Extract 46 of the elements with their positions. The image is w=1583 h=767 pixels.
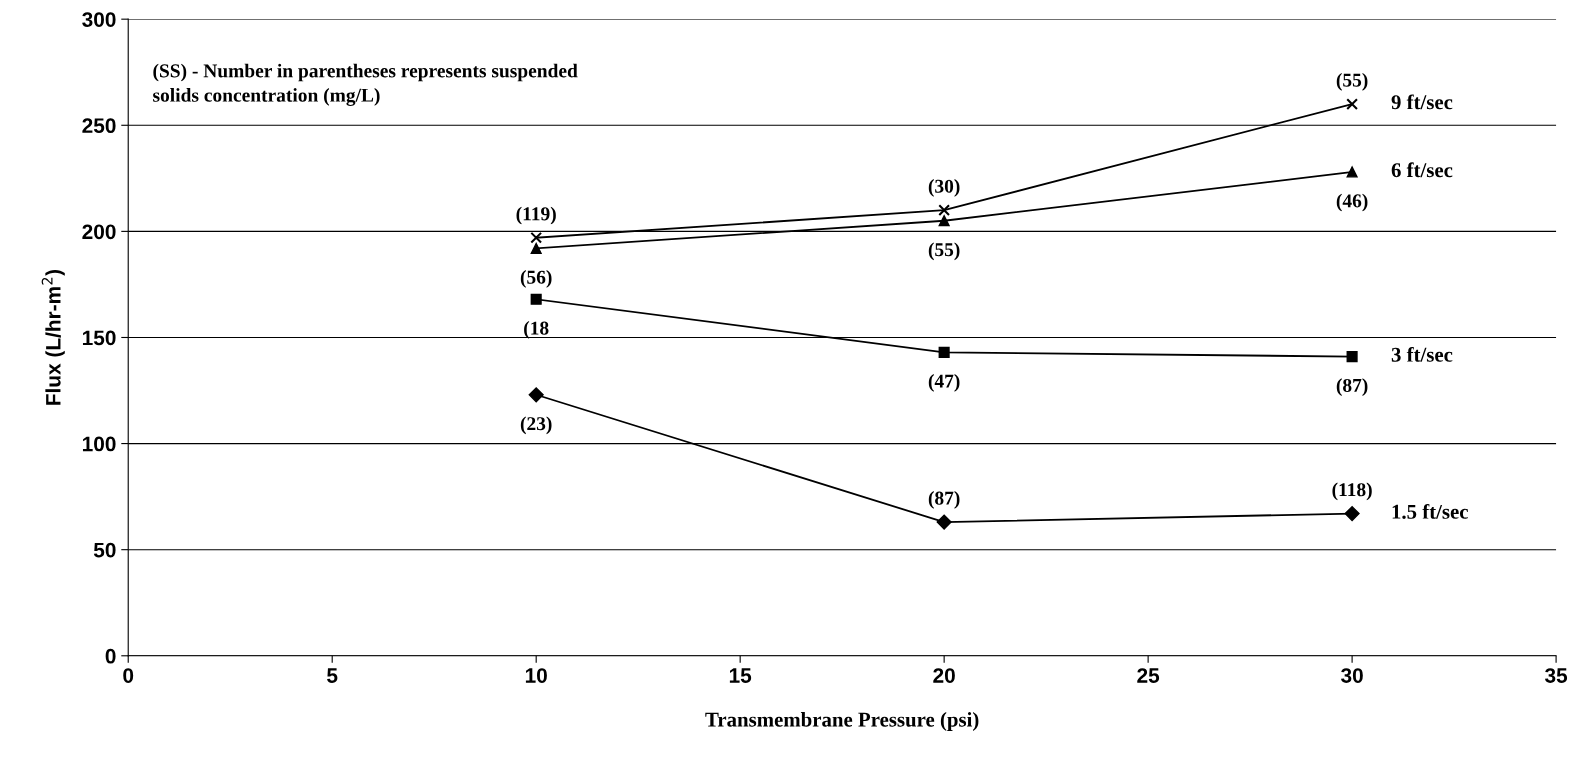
series-label: 1.5 ft/sec xyxy=(1392,503,1468,519)
annotation: (56) xyxy=(520,270,552,288)
x-tick-label: 10 xyxy=(525,668,547,683)
y-tick-label: 100 xyxy=(82,436,116,452)
y-tick-label: 200 xyxy=(82,224,116,240)
annotation: (46) xyxy=(1336,193,1368,212)
x-tick-label: 20 xyxy=(933,668,955,683)
point xyxy=(1346,98,1359,110)
y-tick-label: 300 xyxy=(82,12,116,27)
annotation: (23) xyxy=(520,416,552,435)
annotation: (118) xyxy=(1332,482,1372,501)
annotation: (87) xyxy=(928,491,960,509)
annotation: (55) xyxy=(1336,73,1368,91)
y-tick-label: 150 xyxy=(82,330,116,346)
annotation: (87) xyxy=(1336,378,1368,396)
point xyxy=(1346,351,1358,363)
annotation: (SS) - Number in parentheses represents suspended solids concentration (mg/L) xyxy=(153,63,578,106)
annotation: (18 xyxy=(524,321,549,339)
x-tick-label: 30 xyxy=(1341,668,1363,683)
x-tick-label: 35 xyxy=(1544,668,1568,683)
annotation: (55) xyxy=(928,242,960,261)
y-tick-label: 250 xyxy=(82,118,116,134)
point xyxy=(1346,166,1358,178)
x-tick-label: 25 xyxy=(1137,668,1160,683)
point xyxy=(530,231,543,244)
point xyxy=(938,215,950,227)
x-tick-label: 5 xyxy=(327,668,338,683)
annotation: (47) xyxy=(928,374,960,392)
point xyxy=(938,204,951,217)
x-tick-label: 15 xyxy=(729,668,752,683)
point xyxy=(938,346,950,358)
y-tick-label: 0 xyxy=(105,648,116,664)
series-label: 6 ft/sec xyxy=(1391,162,1453,178)
point xyxy=(1344,506,1360,522)
series-label: 3 ft/sec xyxy=(1391,346,1453,362)
point xyxy=(530,293,542,305)
y-tick-label: 50 xyxy=(93,542,116,558)
point xyxy=(528,387,544,403)
x-axis-title: Transmembrane Pressure (psi) xyxy=(705,712,979,731)
annotation: (30) xyxy=(928,179,960,197)
x-tick-label: 0 xyxy=(123,668,134,683)
series-label: 9 ft/sec xyxy=(1391,94,1453,110)
annotation: (119) xyxy=(516,206,556,225)
point xyxy=(530,242,542,254)
y-axis-title: Flux (L/hr-m$^{2}$) xyxy=(41,269,65,405)
point xyxy=(936,514,952,530)
